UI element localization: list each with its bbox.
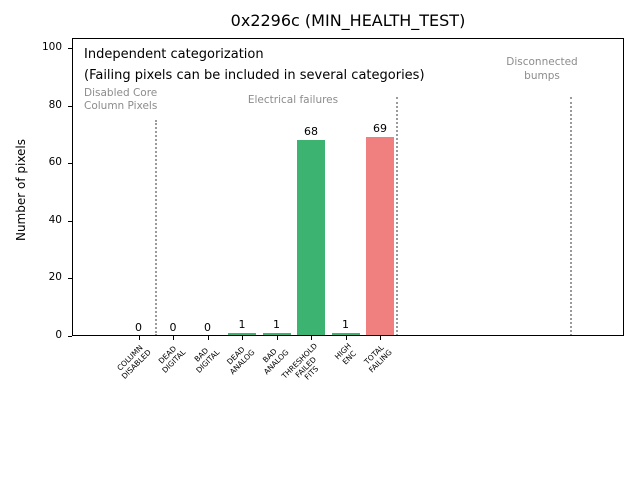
bar-6: [331, 333, 360, 336]
y-tick-label: 0: [55, 329, 62, 341]
x-tick-label: HIGH ENC: [333, 341, 358, 367]
y-tick-mark: [68, 336, 72, 337]
bar-7: [366, 137, 394, 336]
x-tick-mark: [207, 336, 209, 340]
bar-value-label: 1: [342, 318, 349, 331]
bar-value-label: 68: [304, 125, 318, 138]
y-tick-label: 40: [48, 213, 62, 226]
x-tick-mark: [380, 336, 381, 340]
x-tick-mark: [173, 336, 174, 340]
chart-title: 0x2296c (MIN_HEALTH_TEST): [230, 11, 466, 30]
y-tick-label: 100: [41, 41, 62, 53]
y-tick-mark: [68, 278, 72, 280]
bar-value-label: 69: [373, 122, 387, 135]
annotation-text: Independent categorization: [84, 47, 264, 62]
x-tick-mark: [311, 336, 312, 340]
y-tick-label: 20: [48, 271, 62, 284]
bar-value-label: 0: [169, 321, 177, 334]
annotation-text: Disconnected bumps: [506, 56, 578, 82]
y-tick-mark: [68, 220, 72, 222]
x-tick-mark: [138, 336, 140, 340]
bar-3: [228, 333, 256, 336]
y-tick-label: 80: [48, 98, 62, 111]
y-tick-mark: [68, 48, 72, 49]
x-tick-label: COLUMN DISABLED: [114, 343, 153, 381]
x-tick-label: DEAD DIGITAL: [156, 344, 187, 375]
x-tick-label: TOTAL FAILING: [362, 343, 394, 375]
section-separator: [570, 97, 573, 336]
bar-value-label: 1: [238, 318, 246, 331]
bar-value-label: 1: [273, 318, 280, 331]
annotation-text: Disabled Core Column Pixels: [84, 87, 158, 112]
x-tick-mark: [242, 336, 243, 340]
bar-value-label: 0: [135, 321, 142, 334]
x-tick-mark: [345, 336, 347, 340]
bar-value-label: 0: [204, 321, 211, 334]
section-separator: [396, 97, 399, 336]
x-tick-label: DEAD ANALOG: [224, 344, 256, 376]
section-separator: [154, 120, 157, 336]
x-tick-mark: [276, 336, 278, 340]
y-tick-mark: [68, 163, 72, 165]
y-tick-mark: [68, 105, 72, 107]
y-tick-label: 60: [48, 156, 62, 169]
annotation-text: Electrical failures: [247, 94, 339, 106]
annotation-text: (Failing pixels can be included in sever…: [84, 68, 425, 83]
bar-4: [262, 333, 291, 336]
x-tick-label: BAD DIGITAL: [192, 345, 222, 375]
bar-5: [297, 140, 325, 336]
y-axis-label: Number of pixels: [14, 138, 28, 242]
